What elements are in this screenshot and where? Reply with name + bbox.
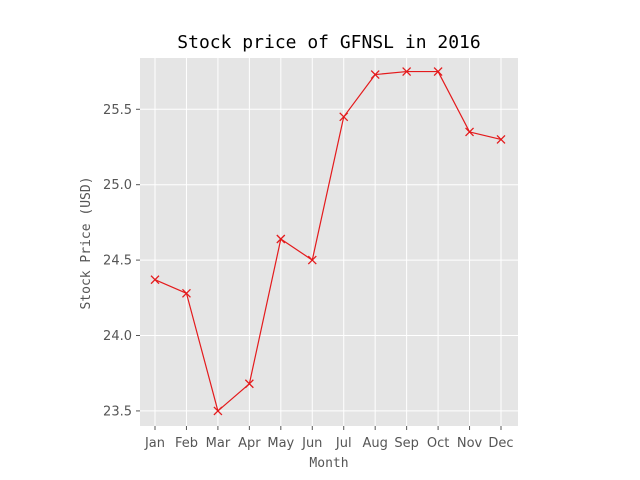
x-tick-label: Apr (238, 436, 261, 451)
x-tick-label: Aug (362, 436, 387, 451)
x-tick-label: Jul (335, 436, 352, 451)
x-tick-label: May (267, 436, 294, 451)
series-group (150, 67, 506, 416)
data-point-marker (339, 112, 349, 122)
data-point-marker (213, 406, 223, 416)
series-line (154, 70, 502, 412)
y-tick-label: 24.0 (103, 329, 132, 344)
data-point-marker (433, 67, 443, 77)
y-axis-ticks: 23.5 24.0 24.5 25.0 25.5 (103, 103, 140, 419)
data-point-marker (465, 127, 475, 137)
y-tick-label: 24.5 (103, 254, 132, 269)
chart-title: Stock price of GFNSL in 2016 (177, 32, 480, 53)
data-point-marker (496, 134, 506, 144)
data-point-marker (307, 255, 317, 265)
y-tick-label: 23.5 (103, 404, 132, 419)
x-tick-label: Mar (206, 436, 231, 451)
x-tick-label: Nov (457, 436, 483, 451)
y-tick-label: 25.5 (103, 103, 132, 118)
x-axis-label: Month (309, 456, 348, 471)
data-point-marker (370, 70, 380, 80)
data-point-marker (276, 234, 286, 244)
y-axis-label: Stock Price (USD) (79, 176, 94, 309)
x-tick-label: Jan (144, 436, 165, 451)
data-point-marker (244, 379, 254, 389)
grid-lines (140, 58, 518, 426)
data-point-marker (181, 288, 191, 298)
data-point-marker (150, 275, 160, 285)
x-tick-label: Dec (488, 436, 513, 451)
y-tick-label: 25.0 (103, 178, 132, 193)
data-point-marker (402, 67, 412, 77)
x-tick-label: Sep (394, 436, 419, 451)
plot-background (140, 58, 518, 426)
x-tick-label: Feb (175, 436, 198, 451)
x-tick-label: Oct (427, 436, 449, 451)
x-tick-label: Jun (301, 436, 322, 451)
x-axis-ticks: Jan Feb Mar Apr May Jun Jul Aug Sep Oct Nov Dec (144, 426, 514, 451)
